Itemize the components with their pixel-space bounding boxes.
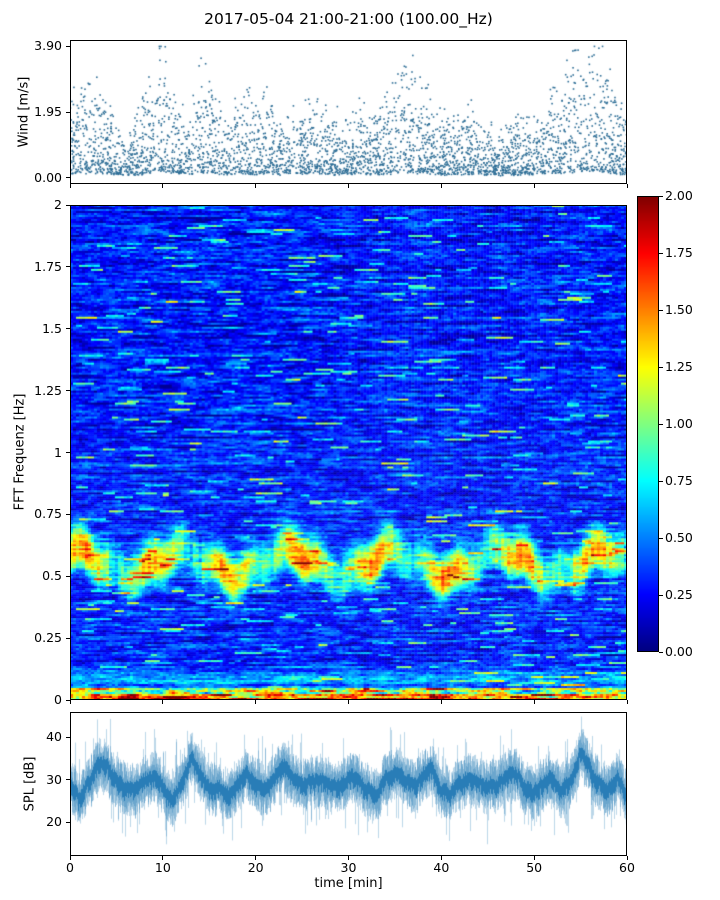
tick-label: 1.25 <box>665 359 693 374</box>
tick-label: 3.90 <box>34 38 62 54</box>
tick-mark <box>348 700 349 704</box>
tick-mark <box>66 111 70 113</box>
tick-mark <box>69 700 71 704</box>
tick-mark <box>255 184 257 188</box>
tick-mark <box>659 651 663 653</box>
tick-mark <box>66 821 70 823</box>
tick-label: 10 <box>154 860 171 875</box>
tick-mark <box>255 856 257 860</box>
tick-mark <box>66 204 70 206</box>
tick-mark <box>66 45 70 47</box>
spectrogram-canvas <box>70 205 627 700</box>
tick-mark <box>66 736 70 738</box>
tick-label: 2.00 <box>665 188 693 203</box>
tick-mark <box>255 700 257 704</box>
tick-label: 60 <box>619 860 635 875</box>
tick-mark <box>162 700 164 704</box>
tick-label: 0 <box>54 692 62 707</box>
tick-mark <box>66 177 70 179</box>
tick-label: 2 <box>54 197 62 212</box>
tick-label: 0.00 <box>34 169 62 185</box>
tick-mark <box>66 266 70 268</box>
tick-mark <box>659 537 663 539</box>
tick-label: 0 <box>66 860 74 875</box>
tick-label: 1.00 <box>665 416 693 431</box>
tick-label: 0.50 <box>665 530 693 545</box>
tick-mark <box>533 856 535 860</box>
tick-mark <box>659 594 663 596</box>
tick-label: 0.5 <box>42 568 62 584</box>
tick-mark <box>659 366 663 368</box>
tick-mark <box>66 390 70 392</box>
tick-label: 1.5 <box>42 320 62 336</box>
tick-mark <box>533 700 535 704</box>
time-xlabel: time [min] <box>314 876 383 891</box>
tick-mark <box>66 699 70 701</box>
tick-label: 20 <box>247 860 264 875</box>
tick-mark <box>659 480 663 482</box>
tick-mark <box>69 856 71 860</box>
tick-label: 1.25 <box>34 382 62 398</box>
tick-mark <box>66 779 70 781</box>
tick-mark <box>162 856 164 860</box>
tick-label: 0.00 <box>665 644 693 659</box>
tick-mark <box>659 195 663 197</box>
tick-mark <box>440 856 442 860</box>
tick-mark <box>66 637 70 639</box>
tick-mark <box>659 423 663 425</box>
tick-label: 20 <box>46 814 62 830</box>
tick-mark <box>162 184 164 188</box>
tick-mark <box>66 575 70 577</box>
tick-label: 40 <box>46 729 62 745</box>
tick-label: 50 <box>526 860 543 875</box>
tick-mark <box>626 700 628 704</box>
wind-scatter-canvas <box>70 40 627 184</box>
tick-mark <box>66 328 70 330</box>
tick-label: 0.25 <box>34 630 62 646</box>
tick-label: 1.50 <box>665 302 693 317</box>
tick-label: 40 <box>433 860 450 875</box>
tick-label: 0.75 <box>665 473 693 488</box>
tick-label: 1.75 <box>34 258 62 274</box>
tick-mark <box>66 452 70 453</box>
tick-label: 30 <box>46 771 62 787</box>
tick-mark <box>66 513 70 515</box>
spl-timeseries-canvas <box>70 712 627 856</box>
tick-mark <box>69 184 71 188</box>
tick-label: 30 <box>340 860 357 875</box>
tick-label: 1.95 <box>34 104 62 119</box>
colorbar-canvas <box>637 196 659 652</box>
tick-label: 0.75 <box>34 506 62 522</box>
tick-mark <box>626 184 628 188</box>
tick-mark <box>348 184 349 188</box>
chart-title: 2017-05-04 21:00-21:00 (100.00_Hz) <box>204 10 493 28</box>
tick-mark <box>626 856 628 860</box>
tick-label: 1 <box>54 444 62 460</box>
tick-label: 0.25 <box>665 587 693 602</box>
tick-mark <box>440 700 442 704</box>
tick-mark <box>659 309 663 311</box>
tick-mark <box>533 184 535 188</box>
tick-mark <box>348 856 349 860</box>
tick-mark <box>440 184 442 188</box>
tick-label: 1.75 <box>665 245 693 260</box>
tick-mark <box>659 252 663 254</box>
